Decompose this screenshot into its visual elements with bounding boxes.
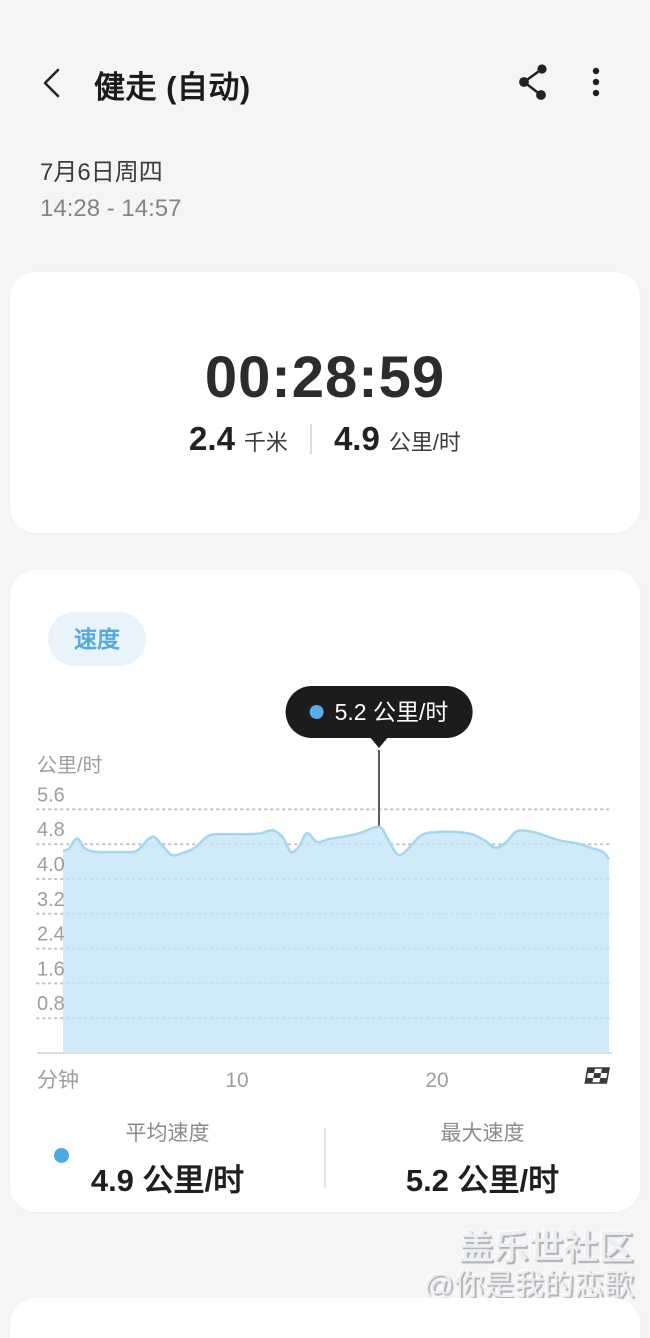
avg-speed-stat: 平均速度 4.9 公里/时 (10, 1117, 325, 1200)
max-speed-stat: 最大速度 5.2 公里/时 (325, 1117, 640, 1200)
duration-value: 00:28:59 (204, 345, 446, 410)
session-date: 7月6日周四 (40, 159, 163, 186)
max-speed-value: 5.2 公里/时 (405, 1162, 560, 1198)
more-vertical-icon (592, 67, 600, 97)
tooltip-value: 5.2 公里/时 (334, 699, 449, 725)
app-header: 健走 (自动) (0, 0, 650, 130)
svg-text:20: 20 (425, 1069, 448, 1092)
svg-text:3.2: 3.2 (37, 889, 65, 911)
speed-value: 4.9 (333, 420, 380, 457)
tooltip-series-dot-icon (309, 705, 324, 719)
svg-text:4.0: 4.0 (37, 854, 65, 876)
metric-divider (309, 424, 312, 454)
avg-speed-value: 4.9 公里/时 (90, 1162, 245, 1198)
speed-chip[interactable]: 速度 (48, 612, 146, 666)
chart-stats-row: 平均速度 4.9 公里/时 最大速度 5.2 公里/时 (10, 1116, 640, 1200)
avg-speed-label: 平均速度 (125, 1121, 210, 1145)
svg-text:0.8: 0.8 (37, 993, 65, 1015)
share-icon (519, 64, 547, 100)
chart-series-area (62, 825, 611, 1053)
avg-speed-metric: 4.9 公里/时 (334, 420, 461, 458)
page-title: 健走 (自动) (94, 70, 251, 105)
chart-axis-labels: 5.6 4.8 4.0 3.2 2.4 1.6 0.8 公里/时分钟 10 20 (37, 754, 449, 1092)
summary-card: 00:28:59 2.4 千米 4.9 公里/时 (10, 272, 640, 533)
max-speed-tooltip: 5.2 公里/时 (285, 686, 473, 738)
distance-value: 2.4 (189, 420, 235, 457)
svg-text:1.6: 1.6 (37, 958, 65, 980)
svg-text:5.6: 5.6 (37, 784, 65, 806)
watermark-community: 盖乐世社区 (459, 1229, 634, 1267)
watermark-username: @你是我的恋歌 (423, 1269, 634, 1302)
distance-unit: 千米 (243, 430, 288, 455)
next-card-stub (10, 1298, 640, 1338)
svg-text:10: 10 (225, 1069, 248, 1092)
max-speed-label: 最大速度 (440, 1121, 525, 1145)
more-options-button[interactable] (572, 56, 620, 108)
back-chevron-icon (43, 68, 60, 98)
stats-divider (324, 1128, 326, 1188)
svg-text:公里/时: 公里/时 (37, 754, 103, 777)
speed-unit: 公里/时 (388, 430, 461, 455)
session-time-range: 14:28 - 14:57 (40, 195, 182, 222)
share-button[interactable] (508, 56, 560, 108)
back-button[interactable] (30, 58, 78, 106)
speed-chart-card: 速度 5.2 公里/时 5.6 4.8 4.0 3.2 2.4 1.6 0.8 公里/时分钟 1… (10, 570, 640, 1212)
tooltip-pointer (369, 736, 389, 748)
summary-metrics: 2.4 千米 4.9 公里/时 (10, 420, 640, 458)
speed-area-chart[interactable]: 5.6 4.8 4.0 3.2 2.4 1.6 0.8 公里/时分钟 10 20 (10, 740, 640, 1100)
svg-text:分钟: 分钟 (37, 1069, 79, 1092)
svg-text:4.8: 4.8 (37, 819, 65, 841)
distance-metric: 2.4 千米 (189, 420, 288, 458)
svg-text:2.4: 2.4 (37, 924, 65, 946)
finish-flag-icon (584, 1067, 610, 1084)
series-legend-dot-icon (54, 1148, 69, 1163)
